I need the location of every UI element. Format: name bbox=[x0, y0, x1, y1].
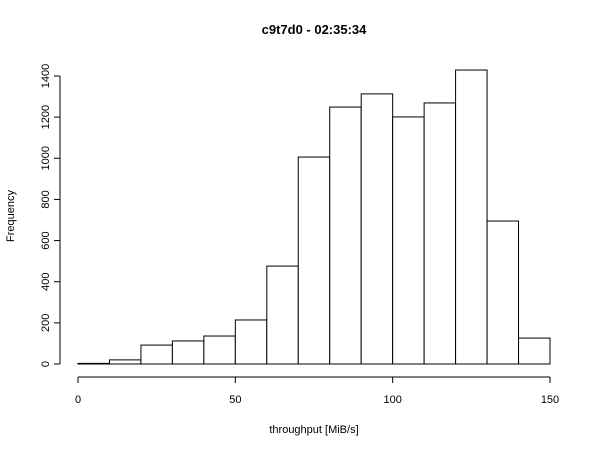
bar bbox=[518, 337, 551, 365]
bar bbox=[140, 344, 173, 365]
x-tick-label: 50 bbox=[229, 394, 241, 406]
y-axis-label: Frequency bbox=[5, 190, 17, 242]
bar bbox=[203, 335, 236, 365]
bar bbox=[455, 69, 488, 365]
y-tick-label: 0 bbox=[40, 361, 52, 367]
x-tick-label: 100 bbox=[383, 394, 401, 406]
y-tick-label: 1200 bbox=[40, 105, 52, 129]
bar bbox=[423, 102, 457, 365]
bar bbox=[297, 156, 331, 365]
bar bbox=[392, 116, 425, 365]
y-tick-label: 400 bbox=[40, 273, 52, 291]
chart-title: c9t7d0 - 02:35:34 bbox=[262, 22, 368, 37]
bar bbox=[329, 106, 362, 365]
bar bbox=[360, 93, 394, 365]
x-tick-label: 0 bbox=[75, 394, 81, 406]
x-tick-label: 150 bbox=[541, 394, 559, 406]
y-tick-label: 800 bbox=[40, 190, 52, 208]
y-tick-label: 600 bbox=[40, 231, 52, 249]
x-axis-label: throughput [MiB/s] bbox=[269, 424, 358, 436]
bar bbox=[266, 265, 299, 365]
y-tick-label: 1400 bbox=[40, 64, 52, 88]
y-tick-label: 1000 bbox=[40, 146, 52, 170]
bar bbox=[486, 220, 520, 365]
bar bbox=[234, 319, 268, 365]
y-tick-label: 200 bbox=[40, 314, 52, 332]
bar bbox=[77, 362, 110, 365]
bar bbox=[171, 340, 205, 365]
bar bbox=[108, 359, 142, 365]
